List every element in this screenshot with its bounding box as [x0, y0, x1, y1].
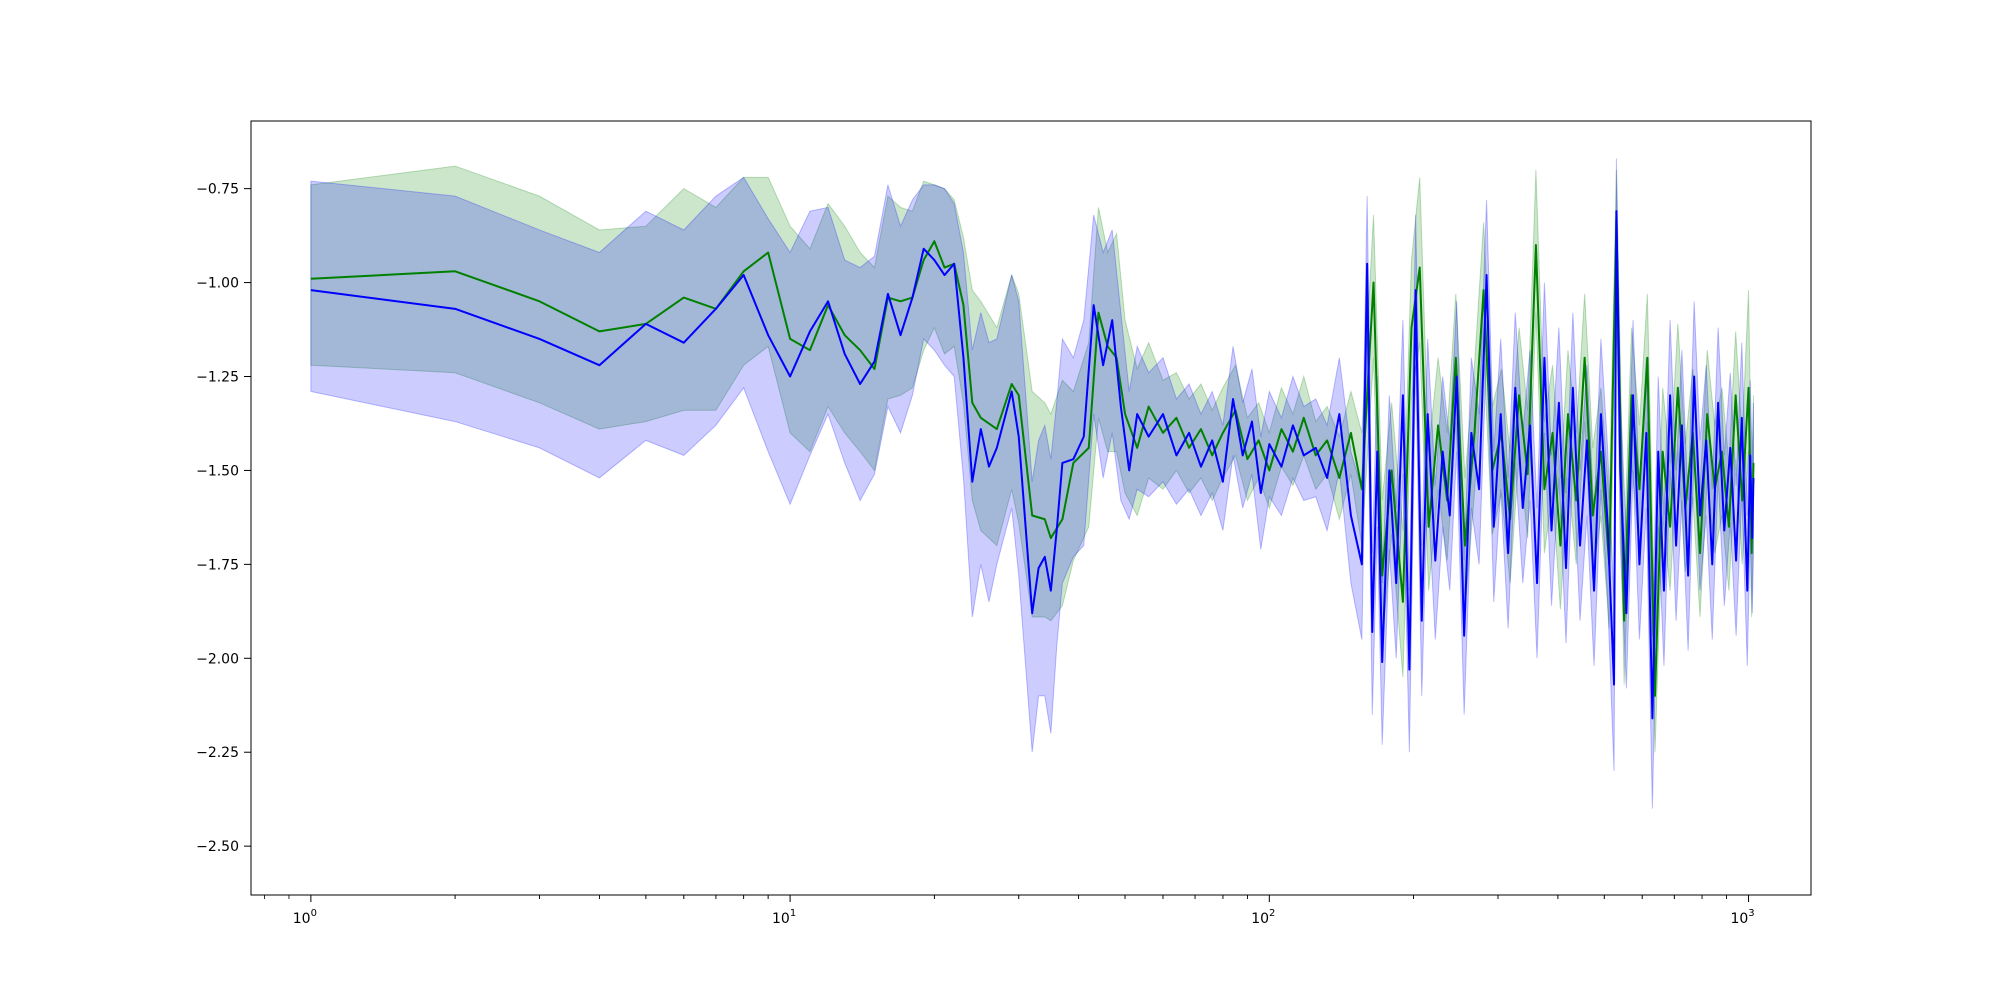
y-tick-label: −0.75 [196, 182, 239, 198]
y-tick-label: −1.00 [196, 276, 239, 292]
series-2-confidence-band [310, 158, 1754, 809]
series-2-line [310, 210, 1755, 720]
axes: −0.75 −1.00 −1.25 −1.50 −1.75 −2.00 −2.25 −2.50… [196, 120, 1812, 927]
y-tick-label: −1.25 [196, 369, 239, 385]
y-tick-label: −2.50 [196, 839, 239, 855]
x-tick-label: 103 [1730, 908, 1754, 927]
y-tick-label: −2.00 [196, 651, 239, 667]
plot-area [310, 158, 1755, 809]
axes-frame [250, 120, 1812, 896]
y-tick-label: −1.50 [196, 463, 239, 479]
y-tick-label: −1.75 [196, 557, 239, 573]
x-tick-label: 100 [293, 908, 317, 927]
x-tick-label: 101 [772, 908, 796, 927]
y-tick-label: −2.25 [196, 745, 239, 761]
x-tick-label: 102 [1251, 908, 1275, 927]
